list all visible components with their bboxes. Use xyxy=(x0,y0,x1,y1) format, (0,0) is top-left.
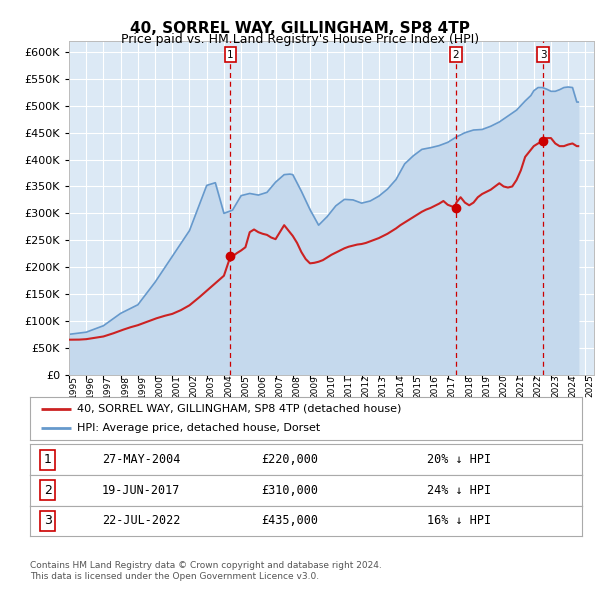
Text: £220,000: £220,000 xyxy=(261,453,318,466)
Text: 2007: 2007 xyxy=(275,375,284,398)
Text: 20% ↓ HPI: 20% ↓ HPI xyxy=(427,453,491,466)
Text: 2001: 2001 xyxy=(172,375,181,398)
Text: 40, SORREL WAY, GILLINGHAM, SP8 4TP (detached house): 40, SORREL WAY, GILLINGHAM, SP8 4TP (det… xyxy=(77,404,401,414)
Text: 2010: 2010 xyxy=(327,375,336,398)
Text: HPI: Average price, detached house, Dorset: HPI: Average price, detached house, Dors… xyxy=(77,423,320,433)
Text: 1: 1 xyxy=(44,453,52,466)
Text: 3: 3 xyxy=(44,514,52,527)
Text: 1995: 1995 xyxy=(69,375,78,398)
Text: 1997: 1997 xyxy=(103,375,112,398)
Text: 1: 1 xyxy=(227,50,234,60)
Text: £310,000: £310,000 xyxy=(261,484,318,497)
Text: 2016: 2016 xyxy=(430,375,439,398)
Text: 2018: 2018 xyxy=(465,375,474,398)
Text: 2006: 2006 xyxy=(259,375,268,398)
Text: 2023: 2023 xyxy=(551,375,560,398)
Text: £435,000: £435,000 xyxy=(261,514,318,527)
Text: 2015: 2015 xyxy=(413,375,422,398)
Text: 2: 2 xyxy=(44,484,52,497)
Text: 2005: 2005 xyxy=(241,375,250,398)
Text: 2013: 2013 xyxy=(379,375,388,398)
Text: 2022: 2022 xyxy=(534,375,543,397)
Text: 2017: 2017 xyxy=(448,375,457,398)
Text: 3: 3 xyxy=(540,50,547,60)
Text: 2002: 2002 xyxy=(190,375,199,398)
Text: 2020: 2020 xyxy=(499,375,508,398)
Text: 2014: 2014 xyxy=(396,375,405,398)
Text: 16% ↓ HPI: 16% ↓ HPI xyxy=(427,514,491,527)
Text: Price paid vs. HM Land Registry's House Price Index (HPI): Price paid vs. HM Land Registry's House … xyxy=(121,33,479,46)
Text: 2011: 2011 xyxy=(344,375,353,398)
Text: 40, SORREL WAY, GILLINGHAM, SP8 4TP: 40, SORREL WAY, GILLINGHAM, SP8 4TP xyxy=(130,21,470,35)
Text: 2025: 2025 xyxy=(586,375,595,398)
Text: 24% ↓ HPI: 24% ↓ HPI xyxy=(427,484,491,497)
Text: 2009: 2009 xyxy=(310,375,319,398)
Text: 1999: 1999 xyxy=(138,375,147,398)
Text: 2004: 2004 xyxy=(224,375,233,398)
Text: 2012: 2012 xyxy=(362,375,371,398)
Text: 19-JUN-2017: 19-JUN-2017 xyxy=(102,484,180,497)
Text: 2008: 2008 xyxy=(293,375,302,398)
Text: 2024: 2024 xyxy=(568,375,577,397)
Text: 2021: 2021 xyxy=(517,375,526,398)
Text: 2019: 2019 xyxy=(482,375,491,398)
Text: 2000: 2000 xyxy=(155,375,164,398)
Text: 2: 2 xyxy=(452,50,459,60)
Text: Contains HM Land Registry data © Crown copyright and database right 2024.
This d: Contains HM Land Registry data © Crown c… xyxy=(30,561,382,581)
Text: 27-MAY-2004: 27-MAY-2004 xyxy=(102,453,180,466)
Text: 2003: 2003 xyxy=(207,375,216,398)
Text: 22-JUL-2022: 22-JUL-2022 xyxy=(102,514,180,527)
Text: 1998: 1998 xyxy=(121,375,130,398)
Text: 1996: 1996 xyxy=(86,375,95,398)
